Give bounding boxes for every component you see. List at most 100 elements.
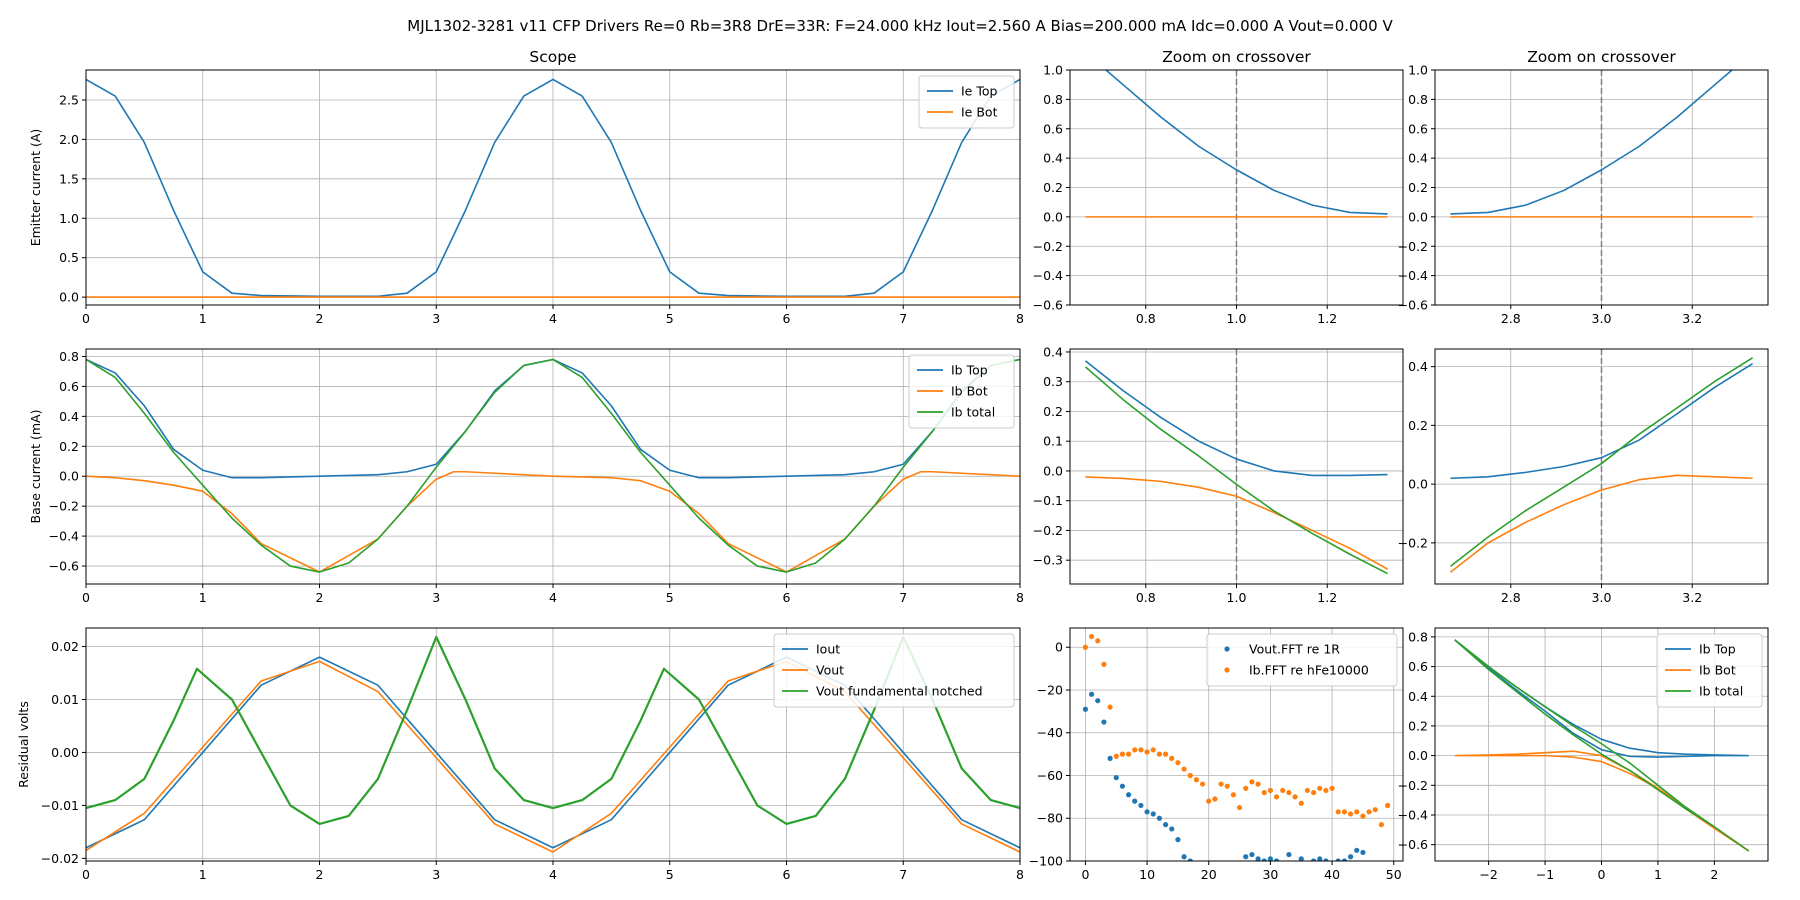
y-tick-label: 1.0 <box>1043 63 1063 78</box>
x-tick-label: 1.0 <box>1227 590 1247 605</box>
data-point-vout-fft-re-1r <box>1347 854 1354 860</box>
x-tick-label: 0 <box>1081 867 1089 882</box>
data-point-vout-fft-re-1r <box>1286 851 1292 858</box>
x-tick-label: 1.2 <box>1317 311 1337 326</box>
data-point-ib-fft-re-hfe10000 <box>1323 787 1329 794</box>
y-tick-label: 1.0 <box>59 211 79 226</box>
y-tick-label: −20 <box>1037 682 1063 697</box>
x-tick-label: 5 <box>666 311 674 326</box>
data-point-ib-fft-re-hfe10000 <box>1329 785 1335 791</box>
y-tick-label: 0.0 <box>1408 209 1428 224</box>
data-point-vout-fft-re-1r <box>1354 847 1360 853</box>
x-tick-label: 7 <box>899 590 907 605</box>
x-tick-label: 40 <box>1324 867 1340 882</box>
subplot-zoom3_ie: 2.8 3.0 3.2 −0.6 −0.4 −0.2 0.0 0.2 0.4 0.6 0.8 1.0 Z… <box>1398 48 1769 326</box>
subplot-fft: 0 10 20 30 40 50 −100 −80 −60 −40 −20 0 Vout.FFT re … <box>1029 627 1404 882</box>
y-tick-label: 0.0 <box>1408 477 1428 492</box>
y-tick-label: −0.3 <box>1033 553 1063 568</box>
legend-label: Ib Bot <box>1699 663 1736 678</box>
series-line-0 <box>1450 70 1734 215</box>
data-point-ib-fft-re-hfe10000 <box>1366 809 1372 815</box>
subplot-zoom1_ib: 0.8 1.0 1.2 −0.3 −0.2 −0.1 0.0 0.1 0.2 0.3 0.4 <box>1033 344 1404 605</box>
data-point-vout-fft-re-1r <box>1255 856 1261 861</box>
x-tick-label: 1.2 <box>1317 590 1337 605</box>
data-point-ib-fft-re-hfe10000 <box>1317 785 1323 791</box>
data-point-ib-fft-re-hfe10000 <box>1280 787 1286 794</box>
data-point-ib-fft-re-hfe10000 <box>1236 804 1243 811</box>
y-tick-label: −0.1 <box>1033 493 1063 508</box>
data-point-vout-fft-re-1r <box>1243 854 1249 860</box>
y-tick-label: −0.02 <box>41 851 79 866</box>
x-tick-label: −2 <box>1479 867 1497 882</box>
y-tick-label: −100 <box>1029 854 1063 869</box>
data-point-ib-fft-re-hfe10000 <box>1144 749 1150 755</box>
legend: Vout.FFT re 1R Ib.FFT re hFe10000 <box>1206 633 1398 687</box>
x-tick-label: 4 <box>549 590 557 605</box>
y-tick-label: 0.4 <box>59 409 79 424</box>
data-point-vout-fft-re-1r <box>1249 851 1255 858</box>
y-tick-label: −0.4 <box>49 529 79 544</box>
y-tick-label: 0.2 <box>1043 180 1063 195</box>
y-tick-label: 0.2 <box>59 439 79 454</box>
x-tick-label: 0 <box>82 311 90 326</box>
x-tick-label: 3 <box>432 311 440 326</box>
plot-area <box>1085 70 1388 305</box>
y-tick-label: −0.6 <box>1398 837 1428 852</box>
series-line-0 <box>86 656 1020 849</box>
subplot-title: Scope <box>529 48 576 66</box>
legend-box <box>918 75 1015 129</box>
x-tick-label: 0.8 <box>1136 590 1156 605</box>
data-point-vout-fft-re-1r <box>1317 856 1323 861</box>
legend: Iout Vout Vout fundamental notched <box>773 633 1015 708</box>
data-point-ib-fft-re-hfe10000 <box>1255 781 1261 787</box>
plot-area <box>1084 349 1388 584</box>
series-line-2 <box>1449 357 1753 568</box>
data-point-vout-fft-re-1r <box>1341 858 1348 861</box>
data-point-vout-fft-re-1r <box>1132 798 1138 804</box>
data-point-ib-fft-re-hfe10000 <box>1249 779 1255 785</box>
y-tick-label: 0.6 <box>1408 659 1428 674</box>
data-point-vout-fft-re-1r <box>1360 849 1366 856</box>
y-tick-label: 0.8 <box>1408 92 1428 107</box>
x-tick-label: 2.8 <box>1501 590 1521 605</box>
data-point-vout-fft-re-1r <box>1310 858 1317 861</box>
series-line-2 <box>1084 366 1388 575</box>
y-tick-label: 1.5 <box>59 171 79 186</box>
series-line-1 <box>86 660 1020 853</box>
y-tick-label: 0.4 <box>1408 151 1428 166</box>
data-point-ib-fft-re-hfe10000 <box>1243 785 1249 791</box>
data-point-ib-fft-re-hfe10000 <box>1310 789 1317 796</box>
x-tick-label: 0 <box>1598 867 1606 882</box>
x-tick-label: 7 <box>899 867 907 882</box>
y-tick-label: 0.8 <box>1408 629 1428 644</box>
x-tick-label: 2 <box>1710 867 1718 882</box>
data-point-vout-fft-re-1r <box>1335 858 1341 861</box>
legend-label: Ib total <box>951 405 995 420</box>
data-point-ib-fft-re-hfe10000 <box>1095 638 1101 644</box>
series-line-0 <box>86 78 1020 298</box>
data-point-vout-fft-re-1r <box>1175 837 1181 843</box>
y-tick-label: 0.0 <box>1043 463 1063 478</box>
plot-area <box>86 78 1020 298</box>
y-tick-label: 0.2 <box>1408 418 1428 433</box>
series-line-2 <box>86 358 1020 573</box>
y-tick-label: 1.0 <box>1408 63 1428 78</box>
subplot-scope_ie: 0 1 2 3 4 5 6 7 8 0.0 0.5 1.0 1.5 2.0 2.5 Scope Emitter … <box>28 48 1024 326</box>
series-line-2 <box>86 635 1020 826</box>
data-point-ib-fft-re-hfe10000 <box>1156 751 1163 757</box>
y-tick-label: 0.2 <box>1408 180 1428 195</box>
subplot-title: Zoom on crossover <box>1527 48 1676 66</box>
y-tick-label: 2.5 <box>59 92 79 107</box>
y-tick-label: 0.4 <box>1408 359 1428 374</box>
x-tick-label: 20 <box>1201 867 1217 882</box>
y-tick-label: 0.0 <box>1408 748 1428 763</box>
x-tick-label: 10 <box>1139 867 1155 882</box>
series-line-0 <box>1084 360 1388 477</box>
x-tick-label: 4 <box>549 867 557 882</box>
legend: Ib Top Ib Bot Ib total <box>908 354 1015 429</box>
data-point-ib-fft-re-hfe10000 <box>1341 809 1348 815</box>
y-tick-label: 0.2 <box>1043 404 1063 419</box>
x-tick-label: 3 <box>432 867 440 882</box>
x-tick-label: 8 <box>1016 590 1024 605</box>
